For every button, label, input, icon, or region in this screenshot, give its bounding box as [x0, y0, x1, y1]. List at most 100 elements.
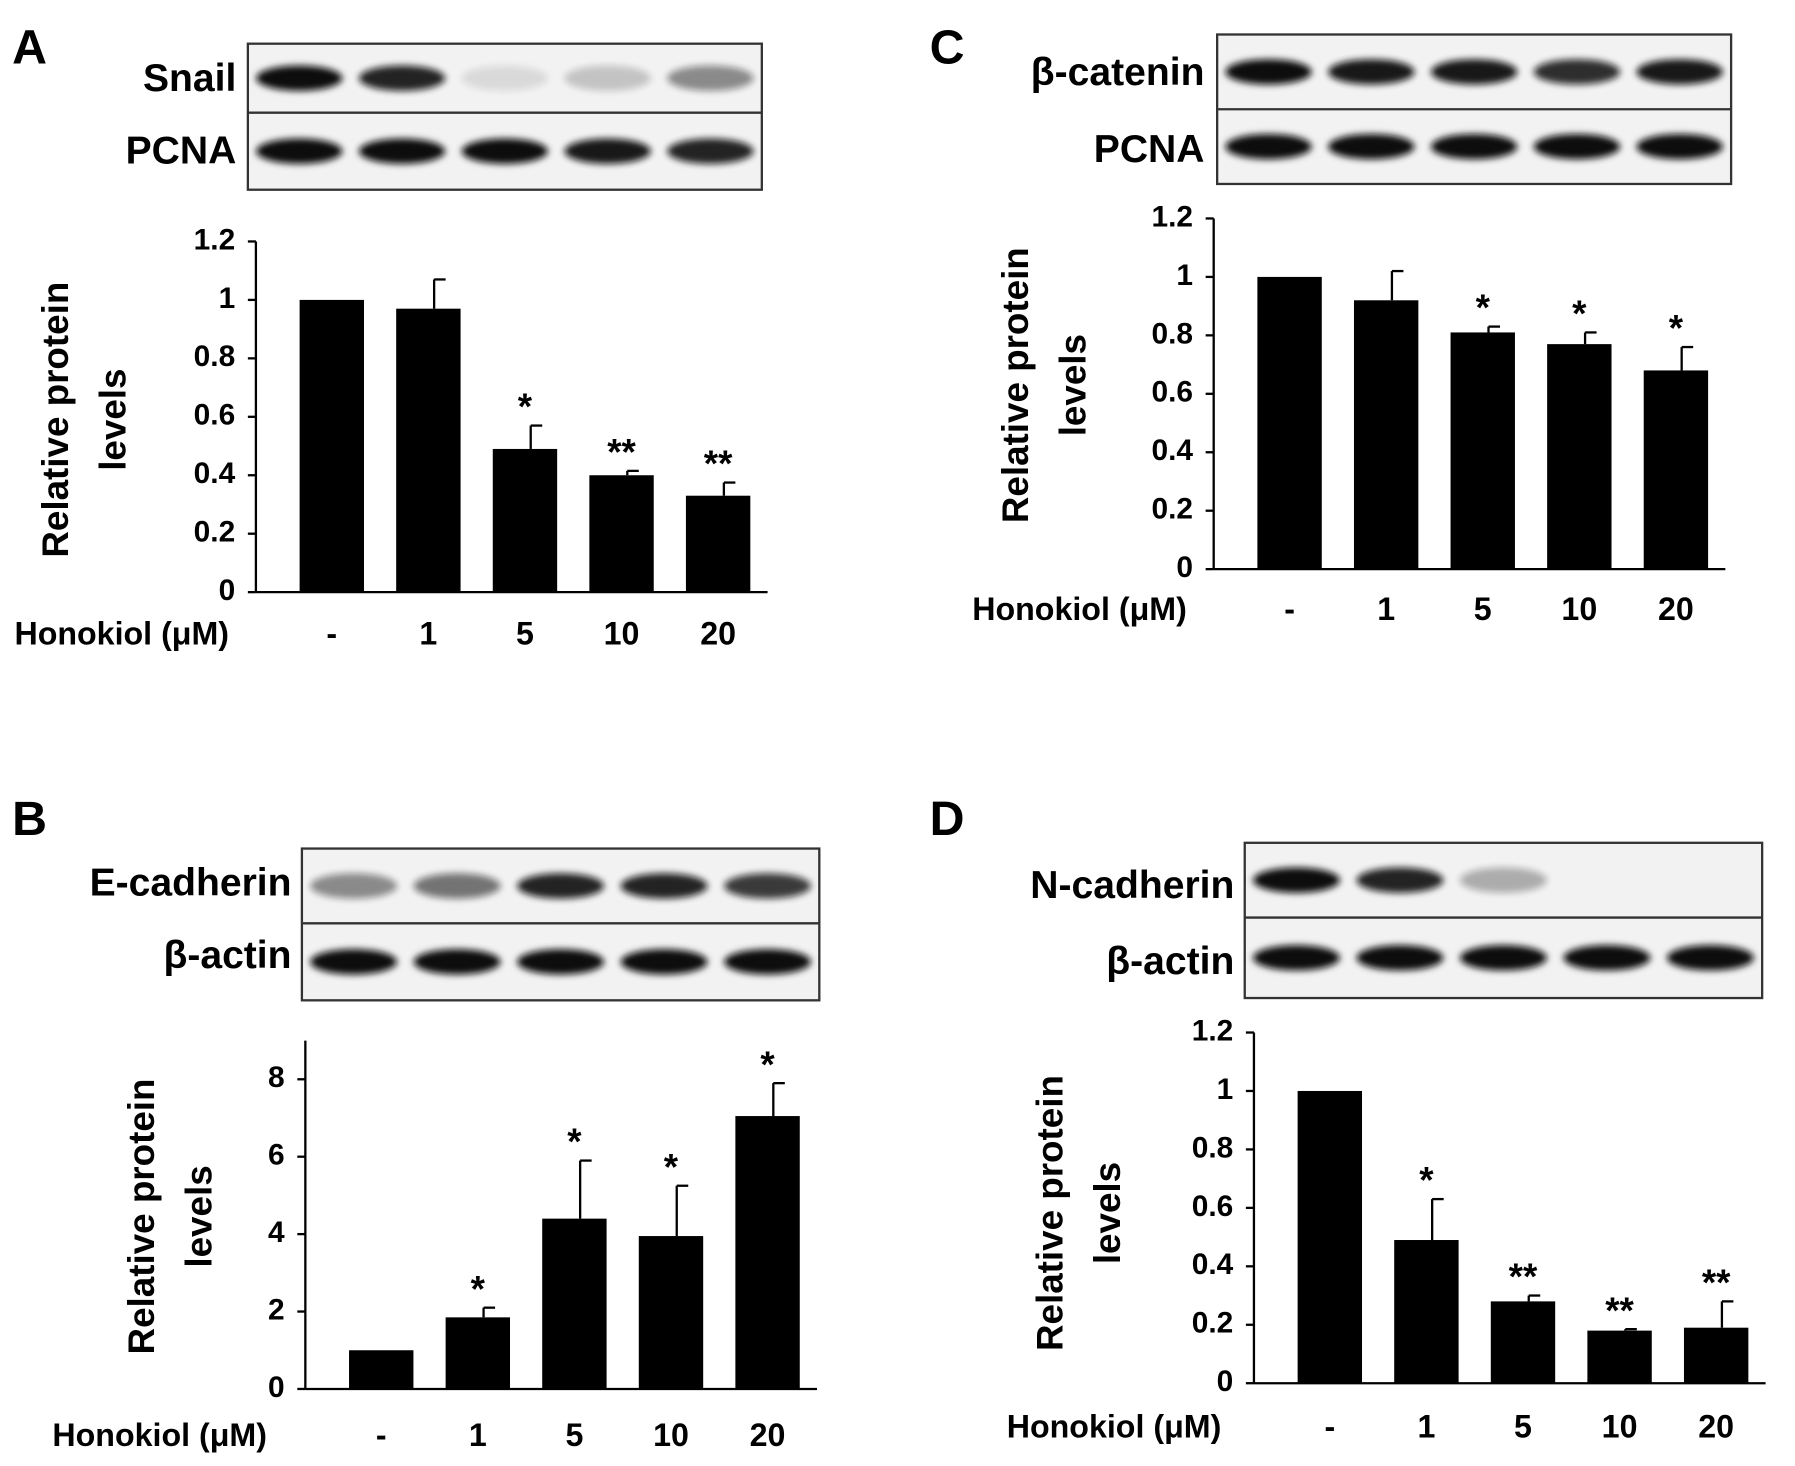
- blot-band: [1356, 945, 1444, 971]
- y-tick-label: 4: [268, 1216, 285, 1249]
- panel-label: C: [930, 20, 965, 74]
- blot-band: [1563, 945, 1651, 971]
- significance-mark: *: [1476, 287, 1491, 328]
- bar: [1490, 1301, 1556, 1384]
- y-tick-label: 0.4: [1151, 434, 1193, 467]
- y-tick-label: 1.2: [1192, 1014, 1234, 1047]
- blot-band: [1459, 945, 1547, 971]
- significance-mark: *: [518, 386, 533, 427]
- x-tick-label: 5: [565, 1417, 583, 1453]
- y-tick-label: 0.2: [194, 516, 236, 549]
- significance-mark: **: [1605, 1290, 1634, 1331]
- blot-label: β-actin: [1106, 940, 1234, 983]
- blot-label: PCNA: [126, 129, 237, 172]
- significance-mark: *: [1572, 293, 1587, 334]
- x-tick-label: 1: [419, 615, 437, 651]
- significance-mark: *: [567, 1121, 582, 1162]
- bar: [638, 1236, 704, 1389]
- blot-frame: [1243, 841, 1764, 1000]
- y-axis-label: levels: [1087, 1162, 1128, 1264]
- blot-label: Snail: [143, 57, 236, 100]
- panel-label: D: [930, 792, 965, 846]
- y-tick-label: 0.2: [1192, 1307, 1234, 1340]
- blot-band: [1225, 133, 1312, 160]
- y-axis-label: levels: [92, 369, 133, 471]
- blot-band: [564, 138, 651, 164]
- x-axis-label: Honokiol (μM): [52, 1417, 267, 1453]
- x-tick-label: 10: [604, 615, 640, 651]
- significance-mark: **: [704, 443, 733, 484]
- x-tick-label: -: [1284, 591, 1295, 627]
- y-tick-label: 0.6: [1192, 1190, 1234, 1223]
- y-tick-label: 0.6: [1151, 376, 1193, 409]
- y-tick-label: 0: [219, 574, 236, 607]
- blot-band: [667, 65, 754, 91]
- error-bar: [482, 1306, 496, 1318]
- x-tick-label: 20: [750, 1417, 786, 1453]
- x-tick-label: 20: [1698, 1409, 1734, 1445]
- blot-band: [358, 65, 446, 91]
- blot-band: [1459, 867, 1547, 893]
- y-tick-label: 0.6: [194, 399, 236, 432]
- panel-label: A: [12, 20, 47, 74]
- error-bar: [579, 1159, 592, 1219]
- x-tick-label: -: [376, 1417, 387, 1453]
- significance-mark: **: [1702, 1262, 1731, 1303]
- blot-band: [1430, 59, 1518, 85]
- y-tick-label: 0: [1217, 1365, 1234, 1398]
- blot-band: [1636, 59, 1723, 85]
- x-axis-label: Honokiol (μM): [972, 591, 1187, 627]
- bar: [1353, 300, 1419, 570]
- error-bar: [626, 469, 639, 476]
- bar: [542, 1218, 607, 1389]
- y-axis-label: Relative protein: [121, 1079, 162, 1355]
- bar: [1683, 1327, 1749, 1384]
- blot-band: [256, 65, 343, 91]
- x-tick-label: 5: [1514, 1409, 1532, 1445]
- significance-mark: *: [664, 1146, 679, 1187]
- blot-band: [413, 949, 501, 975]
- blot-band: [1328, 59, 1415, 85]
- significance-mark: *: [1669, 308, 1684, 349]
- significance-mark: *: [760, 1044, 775, 1085]
- blot-band: [1666, 945, 1754, 971]
- error-bar: [1720, 1300, 1734, 1328]
- blot-band: [724, 949, 812, 975]
- bar: [396, 308, 461, 593]
- x-tick-label: 1: [469, 1417, 487, 1453]
- blot-band: [1430, 133, 1518, 160]
- x-tick-label: 1: [1417, 1409, 1435, 1445]
- error-bar: [1680, 345, 1694, 371]
- y-tick-label: 0.8: [194, 340, 236, 373]
- significance-mark: **: [1509, 1256, 1538, 1297]
- blot-band: [256, 138, 343, 164]
- y-tick-label: 0.8: [1151, 317, 1193, 350]
- y-tick-label: 1.2: [1151, 200, 1193, 233]
- x-tick-label: 1: [1377, 591, 1395, 627]
- bar: [299, 299, 364, 593]
- bar: [1450, 332, 1515, 570]
- error-bar: [1527, 1294, 1541, 1302]
- bar: [589, 475, 654, 593]
- x-axis-label: Honokiol (μM): [14, 615, 229, 651]
- y-tick-label: 8: [268, 1061, 285, 1094]
- x-tick-label: 5: [516, 615, 534, 651]
- y-tick-label: 2: [268, 1293, 285, 1326]
- error-bar: [675, 1184, 689, 1237]
- blot-band: [517, 873, 605, 899]
- blot-band: [1533, 133, 1621, 160]
- significance-mark: *: [471, 1268, 486, 1309]
- x-tick-label: -: [1324, 1409, 1335, 1445]
- y-axis-label: levels: [179, 1165, 220, 1267]
- blot-label: N-cadherin: [1030, 864, 1234, 907]
- bar: [1643, 370, 1709, 570]
- blot-band: [564, 65, 651, 91]
- x-tick-label: 10: [1561, 591, 1597, 627]
- error-bar: [1487, 325, 1500, 333]
- bar: [492, 448, 558, 593]
- bar: [1297, 1090, 1363, 1384]
- y-tick-label: 0.4: [1192, 1248, 1234, 1281]
- y-tick-label: 1: [1217, 1073, 1234, 1106]
- y-tick-label: 1: [1176, 259, 1193, 292]
- y-tick-label: 0.8: [1192, 1131, 1234, 1164]
